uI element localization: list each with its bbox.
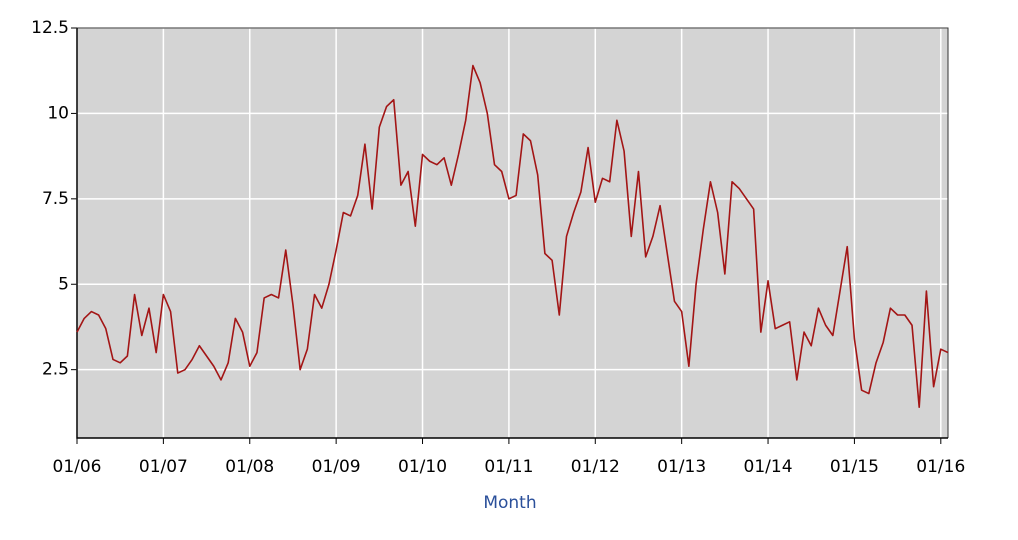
- y-tick-label: 10: [47, 103, 69, 123]
- plot-area: [77, 28, 948, 438]
- x-tick-label: 01/13: [657, 457, 706, 477]
- y-tick-label: 2.5: [42, 360, 69, 380]
- x-tick-label: 01/06: [53, 457, 102, 477]
- x-tick-label: 01/16: [916, 457, 965, 477]
- x-tick-label: 01/12: [571, 457, 620, 477]
- x-tick-label: 01/08: [225, 457, 274, 477]
- y-tick-label: 7.5: [42, 189, 69, 209]
- x-tick-label: 01/11: [484, 457, 533, 477]
- x-tick-label: 01/10: [398, 457, 447, 477]
- data-line: [76, 64, 949, 409]
- axis-line: [76, 28, 948, 439]
- y-tick-label: 5: [58, 274, 69, 294]
- x-axis-label: Month: [483, 493, 536, 513]
- plot-frame: [77, 27, 949, 438]
- x-tick-label: 01/14: [744, 457, 793, 477]
- y-tick-label: 12.5: [31, 18, 69, 38]
- x-tick-label: 01/09: [312, 457, 361, 477]
- x-tick-label: 01/07: [139, 457, 188, 477]
- x-tick-label: 01/15: [830, 457, 879, 477]
